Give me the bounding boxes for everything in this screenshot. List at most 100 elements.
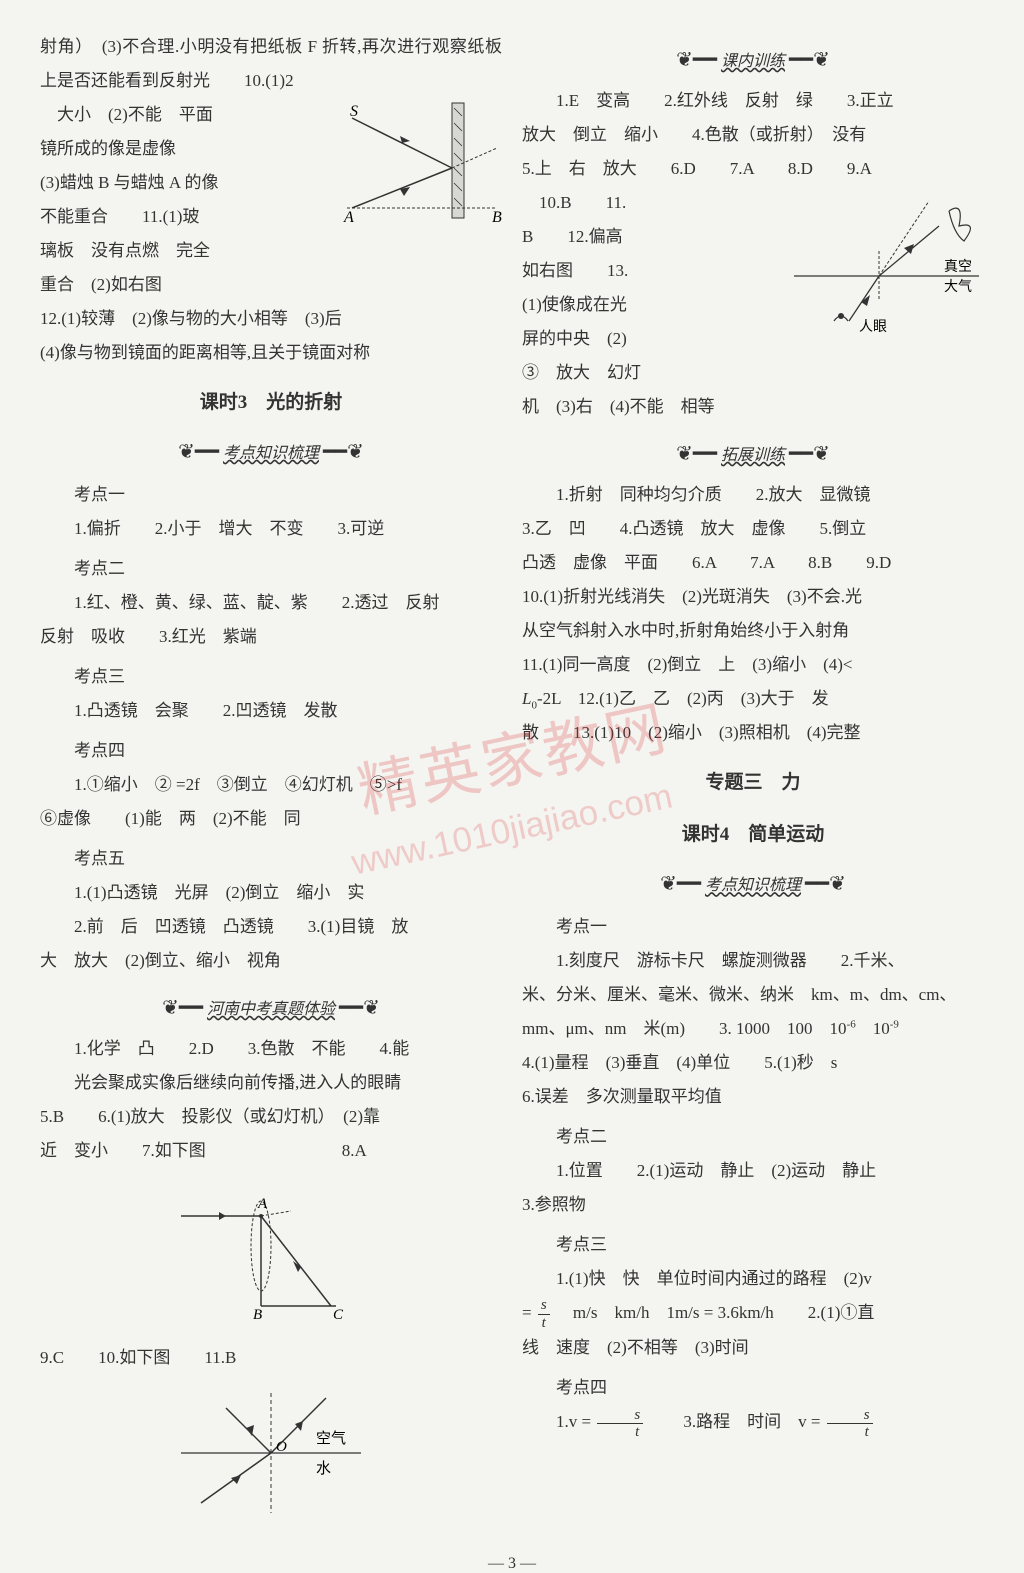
sub-heading: 考点三 [40,660,502,694]
superscript: -6 [847,1019,856,1031]
text-line: L0-2L 12.(1)乙 乙 (2)丙 (3)大于 发 [522,682,984,716]
sub-heading: 考点一 [522,910,984,944]
text-line: 1.红、橙、黄、绿、蓝、靛、紫 2.透过 反射 [40,586,502,620]
section-title: 课时4 简单运动 [682,816,825,854]
sub-heading: 考点五 [40,842,502,876]
fraction: st [827,1407,873,1441]
label-B: B [492,209,502,226]
sub-heading: 考点一 [40,478,502,512]
superscript: -9 [890,1019,899,1031]
section-title: 课时3 光的折射 [200,384,343,422]
text-line: 大 放大 (2)倒立、缩小 视角 [40,944,502,978]
text-line: 1.凸透镜 会聚 2.凹透镜 发散 [40,694,502,728]
flourish-icon: ❦━━ [676,434,717,474]
section-header: 课时4 简单运动 [522,816,984,854]
text-line: 璃板 没有点燃 完全 [40,234,502,268]
text-line: 近 变小 7.如下图 8.A [40,1134,502,1168]
text-line: 1.E 变高 2.红外线 反射 绿 3.正立 [522,84,984,118]
denominator: t [538,1315,550,1332]
text-line: 1.(1)凸透镜 光屏 (2)倒立 缩小 实 [40,876,502,910]
sub-heading: 考点四 [40,734,502,768]
text-line: 1.①缩小 ② =2f ③倒立 ④幻灯机 ⑤>f [40,768,502,802]
label-O: O [276,1439,287,1455]
text-line: 1.化学 凸 2.D 3.色散 不能 4.能 [40,1032,502,1066]
label-vacuum: 真空 [944,259,972,275]
text-line: 5.上 右 放大 6.D 7.A 8.D 9.A [522,152,984,186]
subtitle-text: 考点知识梳理 [223,445,319,462]
text-line: 射角） (3)不合理.小明没有把纸板 F 折转,再次进行观察纸板上是否还能看到反… [40,30,502,98]
flourish-icon: ❦━━ [676,40,717,80]
numerator: s [538,1297,550,1315]
diagram-atmosphere-refraction: 真空 大气 人眼 [784,186,984,336]
text-line: (4)像与物到镜面的距离相等,且关于镜面对称 [40,336,502,370]
topic-title: 专题三 力 [705,764,800,802]
text-line: mm、μm、nm 米(m) 3. 1000 100 10-6 10-9 [522,1012,984,1046]
text-line: 6.误差 多次测量取平均值 [522,1080,984,1114]
subtitle-text: 考点知识梳理 [705,877,801,894]
text-line: 放大 倒立 缩小 4.色散（或折射） 没有 [522,118,984,152]
label-eye: 人眼 [859,319,887,335]
label-air: 空气 [316,1430,346,1447]
text-line: 重合 (2)如右图 [40,268,502,302]
flourish-icon: ━━❦ [789,434,830,474]
numerator: s [827,1407,873,1425]
flourish-icon: ━━❦ [805,864,846,904]
label-C: C [333,1307,344,1321]
text-line: 4.(1)量程 (3)垂直 (4)单位 5.(1)秒 s [522,1046,984,1080]
topic-header: 专题三 力 [522,764,984,802]
text-line: 从空气斜射入水中时,折射角始终小于入射角 [522,614,984,648]
denominator: t [597,1424,643,1441]
right-column: ❦━━ 课内训练 ━━❦ 1.E 变高 2.红外线 反射 绿 3.正立 放大 倒… [522,30,984,1543]
text-line: 12.(1)较薄 (2)像与物的大小相等 (3)后 [40,302,502,336]
text-span: 3.路程 时间 v = [649,1412,820,1431]
text-line: 1.位置 2.(1)运动 静止 (2)运动 静止 [522,1154,984,1188]
text-span: 1.v = [556,1412,591,1431]
label-water: 水 [316,1460,331,1477]
text-span: 12.(1)乙 乙 (2)丙 (3)大于 发 [561,689,829,708]
sub-heading: 考点二 [522,1120,984,1154]
sub-heading: 考点三 [522,1228,984,1262]
text-line: ⑥虚像 (1)能 两 (2)不能 同 [40,802,502,836]
text-line: 3.乙 凹 4.凸透镜 放大 虚像 5.倒立 [522,512,984,546]
left-column: 射角） (3)不合理.小明没有把纸板 F 折转,再次进行观察纸板上是否还能看到反… [40,30,502,1543]
text-line: 5.B 6.(1)放大 投影仪（或幻灯机） (2)靠 [40,1100,502,1134]
flourish-icon: ❦━━ [660,864,701,904]
diagram-mirror: S A B [322,98,502,208]
section-header: 课时3 光的折射 [40,384,502,422]
label-B: B [253,1307,262,1321]
text-span: m/s km/h 1m/s = 3.6km/h 2.(1)①直 [556,1303,874,1322]
text-line: 10.(1)折射光线消失 (2)光斑消失 (3)不会.光 [522,580,984,614]
text-line: 11.(1)同一高度 (2)倒立 上 (3)缩小 (4)< [522,648,984,682]
label-atmosphere: 大气 [944,279,972,295]
text-line: 1.v = st 3.路程 时间 v = st [522,1405,984,1440]
diagram-refraction-water: O 空气 水 [40,1383,502,1535]
page-container: 射角） (3)不合理.小明没有把纸板 F 折转,再次进行观察纸板上是否还能看到反… [40,30,984,1543]
subtitle-decorative: ❦━━ 拓展训练 ━━❦ [522,434,984,474]
subtitle-text: 河南中考真题体验 [207,1001,335,1018]
denominator: t [827,1424,873,1441]
flourish-icon: ━━❦ [789,40,830,80]
text-line: 1.刻度尺 游标卡尺 螺旋测微器 2.千米、 [522,944,984,978]
subtitle-text: 课内训练 [721,53,785,70]
fraction: st [597,1407,643,1441]
text-line: 1.折射 同种均匀介质 2.放大 显微镜 [522,478,984,512]
text-line: 1.偏折 2.小于 增大 不变 3.可逆 [40,512,502,546]
text-line: 2.前 后 凹透镜 凸透镜 3.(1)目镜 放 [40,910,502,944]
text-line: 米、分米、厘米、毫米、微米、纳米 km、m、dm、cm、 [522,978,984,1012]
text-line: = st m/s km/h 1m/s = 3.6km/h 2.(1)①直 [522,1296,984,1331]
text-span: = [522,1303,532,1322]
flourish-icon: ━━❦ [323,432,364,472]
text-span: mm、μm、nm 米(m) 3. 1000 100 10 [522,1019,847,1038]
fraction: st [538,1297,550,1331]
label-A: A [343,209,354,226]
subtitle-decorative: ❦━━ 课内训练 ━━❦ [522,40,984,80]
text-line: 1.(1)快 快 单位时间内通过的路程 (2)v [522,1262,984,1296]
subtitle-decorative: ❦━━ 考点知识梳理 ━━❦ [522,864,984,904]
subtitle-text: 拓展训练 [721,447,785,464]
subtitle-decorative: ❦━━ 考点知识梳理 ━━❦ [40,432,502,472]
text-line: 光会聚成实像后继续向前传播,进入人的眼睛 [40,1066,502,1100]
diagram-lens-triangle: A B C [40,1176,502,1333]
flourish-icon: ❦━━ [162,988,203,1028]
text-span: 10 [856,1019,890,1038]
label-S: S [350,103,358,120]
